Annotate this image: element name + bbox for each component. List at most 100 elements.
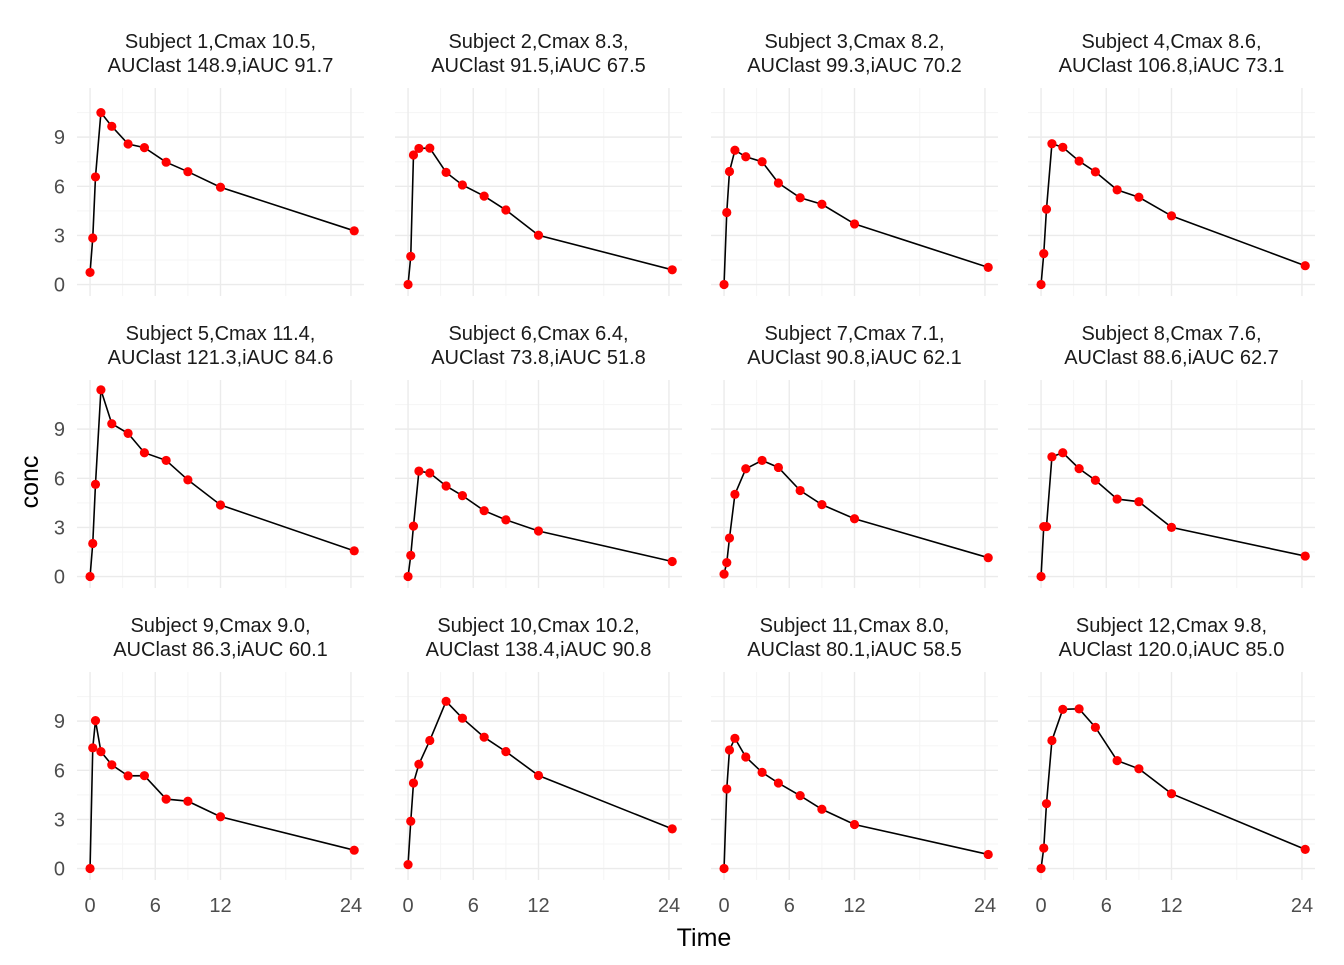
facet-title-line1: Subject 1,Cmax 10.5,: [125, 31, 316, 53]
data-point: [406, 550, 416, 561]
series-line: [407, 699, 673, 865]
data-point: [849, 219, 860, 229]
data-point: [139, 448, 150, 458]
data-point: [183, 167, 193, 177]
data-point: [1134, 192, 1144, 202]
data-point: [479, 506, 489, 516]
data-point: [1112, 185, 1122, 195]
data-point: [757, 157, 767, 167]
data-point: [414, 143, 424, 154]
facet-title-line1: Subject 12,Cmax 9.8,: [1076, 615, 1267, 637]
data-point: [773, 778, 784, 788]
y-tick-label: 6: [54, 468, 65, 490]
data-point: [1047, 735, 1057, 746]
data-point: [983, 262, 993, 272]
data-point: [123, 771, 133, 781]
data-point: [479, 191, 489, 201]
data-point: [719, 279, 729, 290]
facet-panel-10: Subject 10,Cmax 10.2,AUClast 138.4,iAUC …: [395, 615, 682, 917]
facet-panel-4: Subject 4,Cmax 8.6,AUClast 106.8,iAUC 73…: [1028, 31, 1315, 296]
data-point: [1047, 139, 1057, 149]
facet-panel-9: Subject 9,Cmax 9.0,AUClast 86.3,iAUC 60.…: [54, 615, 364, 917]
data-point: [96, 746, 106, 757]
data-point: [667, 265, 677, 275]
data-point: [161, 157, 171, 167]
data-point: [1039, 843, 1049, 853]
data-point: [349, 546, 359, 556]
data-point: [741, 752, 751, 762]
data-point: [1134, 497, 1144, 507]
x-tick-label: 0: [718, 895, 729, 917]
x-tick-label: 6: [150, 895, 161, 917]
series-line: [723, 736, 989, 869]
x-tick-label: 24: [658, 895, 680, 917]
series-line: [1040, 708, 1306, 869]
facet-panel-11: Subject 11,Cmax 8.0,AUClast 80.1,iAUC 58…: [711, 615, 998, 917]
facet-title-line1: Subject 3,Cmax 8.2,: [764, 31, 944, 53]
data-point: [349, 845, 359, 855]
series-line: [723, 148, 989, 285]
data-point: [757, 455, 767, 466]
data-point: [722, 784, 732, 794]
data-point: [724, 533, 735, 543]
data-point: [441, 167, 451, 177]
data-point: [1300, 551, 1310, 561]
data-point: [441, 696, 451, 706]
data-point: [161, 794, 171, 804]
facet-panel-7: Subject 7,Cmax 7.1,AUClast 90.8,iAUC 62.…: [711, 323, 998, 588]
facet-title-line2: AUClast 106.8,iAUC 73.1: [1059, 55, 1285, 77]
data-point: [1166, 522, 1177, 533]
facet-panel-5: Subject 5,Cmax 11.4,AUClast 121.3,iAUC 8…: [54, 323, 364, 589]
data-point: [730, 145, 740, 155]
y-tick-label: 9: [54, 419, 65, 441]
data-point: [667, 556, 677, 567]
data-point: [107, 760, 117, 770]
data-point: [403, 279, 413, 290]
y-tick-label: 0: [54, 567, 65, 589]
data-point: [1058, 448, 1068, 458]
facet-title-line2: AUClast 148.9,iAUC 91.7: [108, 55, 334, 77]
facet-panel-3: Subject 3,Cmax 8.2,AUClast 99.3,iAUC 70.…: [711, 31, 998, 296]
x-tick-label: 12: [527, 895, 549, 917]
data-point: [123, 428, 133, 438]
data-point: [425, 143, 435, 153]
facet-title-line2: AUClast 90.8,iAUC 62.1: [747, 347, 962, 369]
facet-title-line2: AUClast 120.0,iAUC 85.0: [1059, 639, 1285, 661]
data-point: [349, 226, 359, 236]
x-tick-label: 12: [843, 895, 865, 917]
data-point: [795, 791, 805, 801]
data-point: [90, 479, 101, 489]
facet-title-line2: AUClast 121.3,iAUC 84.6: [108, 347, 334, 369]
y-tick-label: 0: [54, 859, 65, 881]
x-tick-label: 0: [1035, 895, 1046, 917]
data-point: [1036, 571, 1046, 582]
data-point: [408, 521, 419, 531]
y-tick-label: 9: [54, 127, 65, 149]
y-axis-title: conc: [16, 456, 44, 509]
data-point: [1300, 844, 1310, 854]
x-tick-label: 6: [468, 895, 479, 917]
data-point: [1041, 799, 1052, 809]
data-point: [183, 796, 193, 806]
data-point: [1090, 475, 1101, 485]
x-tick-label: 12: [209, 895, 231, 917]
data-point: [1058, 142, 1068, 152]
facet-panel-12: Subject 12,Cmax 9.8,AUClast 120.0,iAUC 8…: [1028, 615, 1315, 917]
y-tick-label: 3: [54, 225, 65, 247]
data-point: [533, 770, 544, 781]
x-tick-label: 24: [974, 895, 996, 917]
data-point: [408, 778, 419, 788]
data-point: [406, 816, 416, 826]
data-point: [1074, 464, 1084, 474]
data-point: [849, 514, 860, 524]
data-point: [741, 464, 751, 474]
facet-title-line2: AUClast 73.8,iAUC 51.8: [431, 347, 646, 369]
data-point: [719, 569, 729, 579]
data-point: [88, 743, 98, 753]
data-point: [123, 139, 133, 149]
data-point: [817, 199, 827, 209]
data-point: [85, 267, 95, 278]
facet-title-line1: Subject 2,Cmax 8.3,: [448, 31, 628, 53]
data-point: [1036, 279, 1046, 290]
